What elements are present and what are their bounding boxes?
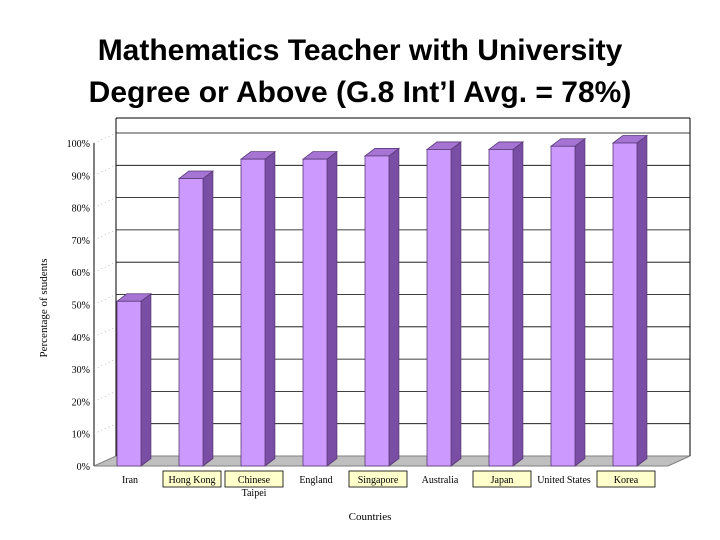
x-tick-text: Iran: [122, 475, 138, 486]
x-tick-text: Taipei: [242, 488, 267, 499]
title-line-2: Degree or Above (G.8 Int’l Avg. = 78%): [88, 76, 632, 109]
gridline-depth: [93, 229, 117, 241]
bar: [177, 170, 215, 467]
bar-side: [512, 141, 524, 467]
bar: [239, 150, 277, 467]
x-tick-highlight: [224, 470, 284, 488]
x-tick-label: England: [299, 475, 332, 486]
bar: [425, 141, 463, 467]
y-tick-label: 20%: [72, 397, 90, 408]
bar-front: [426, 149, 452, 467]
bar-side: [450, 141, 462, 467]
x-tick-label: Singapore: [348, 470, 408, 488]
bar-side: [388, 147, 400, 467]
bar-front: [240, 158, 266, 467]
bar: [487, 141, 525, 467]
bar-front: [116, 300, 142, 467]
x-tick-label: Japan: [472, 470, 532, 488]
gridline-depth: [93, 455, 117, 467]
y-tick-label: 70%: [72, 236, 90, 247]
x-tick-text: Korea: [614, 475, 639, 486]
bar-side: [636, 134, 648, 467]
bar-side: [326, 150, 338, 467]
x-tick-highlight: [162, 470, 222, 488]
bar: [611, 134, 649, 467]
bar: [363, 147, 401, 467]
gridline-depth: [93, 391, 117, 402]
gridline-depth: [93, 294, 117, 305]
x-tick-label: Korea: [596, 470, 656, 488]
x-tick-text: Chinese: [238, 475, 271, 486]
bar: [115, 292, 153, 467]
y-tick-label: 10%: [72, 430, 90, 441]
x-tick-label: Iran: [122, 475, 138, 486]
bar: [549, 137, 587, 467]
x-tick-text: Hong Kong: [169, 475, 216, 486]
gridline-depth: [93, 197, 117, 208]
x-tick-label: Hong Kong: [162, 470, 222, 488]
y-tick-label: 90%: [72, 171, 90, 182]
gridline-depth: [93, 132, 117, 144]
bar-front: [302, 158, 328, 467]
bar-side: [574, 137, 586, 467]
x-tick-label: Chinese Taipei: [224, 470, 284, 499]
y-tick-label: 60%: [72, 268, 90, 279]
y-tick-label: 0%: [77, 462, 90, 473]
x-tick-text: England: [299, 475, 332, 486]
bar-front: [488, 149, 514, 467]
gridline-depth: [93, 358, 117, 370]
gridline-depth: [93, 423, 117, 434]
x-tick-text: Australia: [422, 475, 459, 486]
y-axis-label: Percentage of students: [38, 259, 50, 358]
x-tick-text: United States: [537, 475, 591, 486]
x-tick-label: Australia: [422, 475, 459, 486]
gridline-depth: [93, 326, 117, 338]
x-tick-highlight: [472, 470, 532, 488]
x-tick-text: Singapore: [358, 475, 399, 486]
y-tick-label: 30%: [72, 365, 90, 376]
x-axis-label: Countries: [349, 511, 392, 523]
y-tick-label: 80%: [72, 204, 90, 215]
y-tick-label: 100%: [67, 139, 90, 150]
bar-side: [202, 170, 214, 467]
y-tick-label: 50%: [72, 301, 90, 312]
bar: [301, 150, 339, 467]
bar-front: [550, 145, 576, 467]
bar-side: [264, 150, 276, 467]
chart-title: Mathematics Teacher with University Degr…: [20, 30, 700, 114]
x-tick-highlight: [348, 470, 408, 488]
gridline-depth: [93, 165, 117, 176]
bar-front: [178, 178, 204, 467]
x-tick-highlight: [596, 470, 656, 488]
y-tick-label: 40%: [72, 333, 90, 344]
bar-side: [140, 292, 152, 467]
gridline-depth: [93, 261, 117, 273]
x-tick-label: United States: [537, 475, 591, 486]
bar-front: [612, 142, 638, 467]
title-line-1: Mathematics Teacher with University: [97, 34, 623, 67]
bar-front: [364, 155, 390, 467]
x-tick-text: Japan: [491, 475, 514, 486]
